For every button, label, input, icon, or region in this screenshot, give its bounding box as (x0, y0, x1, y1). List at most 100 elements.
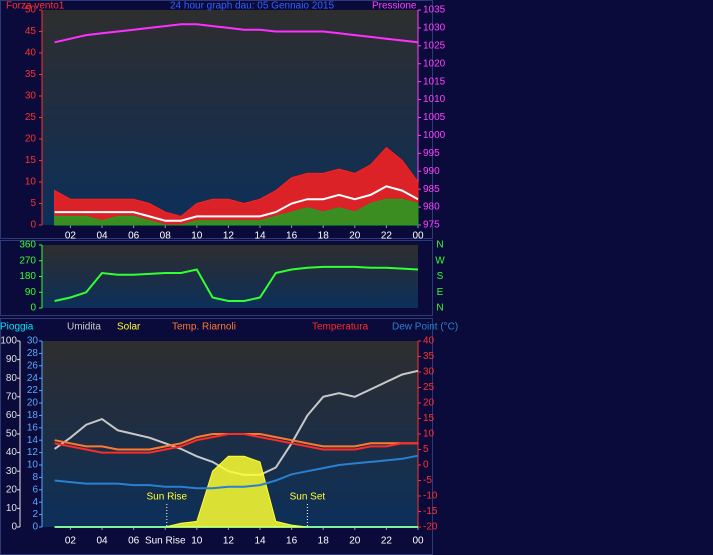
y2-tick-label: 30 (423, 367, 435, 378)
y3-tick-label: 16 (27, 422, 39, 433)
legend-entry: Pioggia (0, 322, 34, 333)
legend-entry: Temp. Riarnoli (172, 322, 236, 333)
y2-tick-label: -20 (423, 522, 438, 533)
x-tick-label: 16 (286, 231, 298, 242)
x-tick-label: 18 (318, 231, 330, 242)
y-tick-label: 0 (30, 220, 36, 231)
annotation: Sun Rise (147, 492, 188, 503)
y-label: Forza vento1 (6, 1, 65, 12)
y2-tick-label: 15 (423, 413, 435, 424)
y3-tick-label: 22 (27, 385, 39, 396)
plot-area (42, 245, 418, 308)
x-tick-label: 00 (412, 536, 424, 547)
x-tick-label: 10 (191, 231, 203, 242)
y-tick-label: 35 (25, 69, 37, 80)
y3-tick-label: 28 (27, 348, 39, 359)
y2-tick-label: 1035 (423, 5, 446, 16)
y2-tick-label: 1005 (423, 112, 446, 123)
y-tick-label: 40 (25, 48, 37, 59)
x-tick-label: 02 (65, 231, 77, 242)
y2-tick-label: N (436, 240, 443, 251)
y-tick-label: 60 (6, 410, 18, 421)
y-tick-label: 30 (25, 91, 37, 102)
title: 24 hour graph dau: 05 Gennaio 2015 (170, 1, 334, 12)
y2-tick-label: 1020 (423, 58, 446, 69)
y2-tick-label: 995 (423, 148, 440, 159)
series-area (54, 455, 418, 528)
y2-tick-label: E (437, 287, 444, 298)
y3-tick-label: 0 (32, 522, 38, 533)
y-tick-label: 90 (6, 354, 18, 365)
y2-tick-label: 40 (423, 336, 435, 347)
x-tick-label: 06 (128, 231, 140, 242)
y-tick-label: 0 (30, 303, 36, 314)
y-tick-label: 100 (0, 336, 17, 347)
x-tick-label: 02 (65, 536, 77, 547)
series-line (54, 185, 419, 222)
y2-tick-label: 1010 (423, 94, 446, 105)
annotation: Sun Set (290, 492, 326, 503)
legend-entry: Solar (117, 322, 141, 333)
y2-tick-label: 1030 (423, 23, 446, 34)
x-tick-label: 12 (223, 231, 235, 242)
y3-tick-label: 8 (32, 472, 38, 483)
y2-tick-label: 25 (423, 382, 435, 393)
y-tick-label: 0 (11, 522, 17, 533)
x-tick-label: 18 (318, 536, 330, 547)
y2-tick-label: N (436, 303, 443, 314)
y2-tick-label: 990 (423, 166, 440, 177)
y-tick-label: 270 (19, 255, 36, 266)
y-tick-label: 20 (25, 134, 37, 145)
y-tick-label: 10 (6, 503, 18, 514)
y3-tick-label: 26 (27, 360, 39, 371)
x-tick-label: 04 (96, 536, 108, 547)
y-tick-label: 20 (6, 484, 18, 495)
y-tick-label: 90 (25, 287, 37, 298)
x-tick-label: 16 (286, 536, 298, 547)
y2-tick-label: 5 (423, 444, 429, 455)
y2-tick-label: 0 (423, 460, 429, 471)
series-area (54, 146, 419, 226)
panel-frame (0, 0, 433, 239)
x-tick-label: 20 (349, 231, 361, 242)
y-tick-label: 10 (25, 177, 37, 188)
x-tick-label: 20 (349, 536, 361, 547)
x-tick-label: 00 (412, 231, 424, 242)
y2-tick-label: 1015 (423, 76, 446, 87)
y2-tick-label: 10 (423, 429, 435, 440)
panel-frame (0, 240, 433, 316)
y2-tick-label: W (435, 255, 445, 266)
legend-entry: Temperatura (312, 322, 369, 333)
y2-tick-label: -15 (423, 506, 438, 517)
series-line (54, 265, 419, 302)
y-tick-label: 5 (30, 198, 36, 209)
y-tick-label: 50 (25, 5, 37, 16)
y-tick-label: 180 (19, 271, 36, 282)
y-tick-label: 40 (6, 447, 18, 458)
x-tick-label: 14 (254, 231, 266, 242)
x-tick-label: 22 (381, 536, 393, 547)
y2-tick-label: 20 (423, 398, 435, 409)
x-tick-label: 22 (381, 231, 393, 242)
y-tick-label: 360 (19, 240, 36, 251)
y-tick-label: 45 (25, 26, 37, 37)
y3-tick-label: 30 (27, 336, 39, 347)
y2-tick-label: -10 (423, 491, 438, 502)
legend-entry: Dew Point (°C) (392, 322, 458, 333)
series-area (54, 198, 419, 226)
x-tick-label: 12 (223, 536, 235, 547)
y-tick-label: 15 (25, 155, 37, 166)
y2-tick-label: 1025 (423, 40, 446, 51)
y3-tick-label: 2 (32, 509, 38, 520)
series-line (54, 454, 419, 490)
y2-tick-label: 35 (423, 351, 435, 362)
y2-tick-label: -5 (423, 475, 432, 486)
series-line (54, 23, 419, 44)
y3-tick-label: 14 (27, 435, 39, 446)
legend-entry: Umidita (67, 322, 101, 333)
y-tick-label: 30 (6, 466, 18, 477)
y-tick-label: 50 (6, 429, 18, 440)
y3-tick-label: 20 (27, 398, 39, 409)
y3-tick-label: 12 (27, 447, 39, 458)
